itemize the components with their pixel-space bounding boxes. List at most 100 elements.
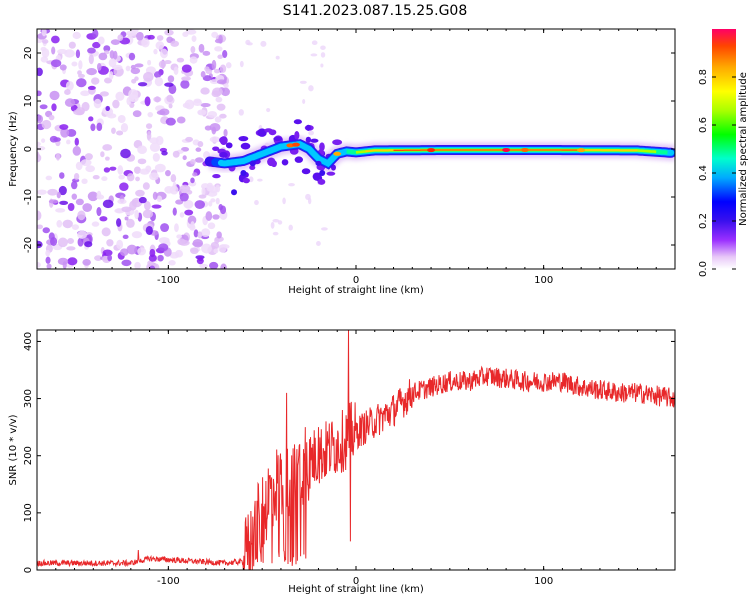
- x-tick-label: 100: [534, 275, 553, 286]
- noise-speck: [176, 234, 183, 239]
- colorbar-tick-label: 0.6: [698, 117, 709, 133]
- noise-speck: [192, 172, 198, 177]
- noise-speck: [320, 227, 328, 231]
- ridge-blob: [238, 136, 249, 142]
- snr-xlabel: Height of straight line (km): [288, 584, 424, 595]
- noise-speck: [134, 76, 139, 81]
- y-tick-label: -20: [23, 237, 34, 253]
- noise-speck: [160, 48, 168, 59]
- noise-speck: [153, 96, 162, 103]
- noise-speck: [62, 219, 73, 229]
- noise-speck: [46, 263, 52, 269]
- noise-speck: [260, 40, 267, 47]
- ridge-blob: [273, 136, 283, 142]
- ridge-blob: [240, 142, 251, 150]
- noise-speck: [67, 257, 78, 266]
- noise-speck: [216, 79, 227, 85]
- noise-speck: [50, 59, 62, 68]
- noise-speck: [120, 148, 131, 159]
- noise-speck: [219, 113, 227, 119]
- noise-speck: [146, 131, 152, 141]
- noise-speck: [184, 209, 194, 216]
- noise-speck: [275, 55, 280, 60]
- noise-speck: [217, 54, 224, 60]
- noise-speck: [128, 89, 139, 99]
- noise-speck: [201, 228, 211, 237]
- noise-speck: [155, 41, 165, 50]
- noise-speck: [72, 31, 81, 40]
- snr-series-line: [37, 330, 675, 570]
- noise-speck: [41, 138, 46, 143]
- noise-speck: [174, 249, 184, 258]
- noise-speck: [118, 174, 125, 180]
- y-tick-label: 20: [23, 47, 34, 60]
- noise-speck: [71, 224, 80, 231]
- noise-speck: [119, 182, 129, 191]
- noise-speck: [75, 161, 83, 171]
- noise-speck: [170, 174, 177, 183]
- noise-speck: [68, 41, 76, 49]
- noise-speck: [80, 159, 92, 167]
- noise-speck: [172, 181, 177, 192]
- noise-speck: [77, 210, 86, 221]
- noise-speck: [96, 190, 102, 199]
- noise-speck: [66, 129, 77, 137]
- noise-speck: [60, 127, 70, 138]
- noise-speck: [193, 229, 199, 238]
- noise-speck: [72, 146, 82, 156]
- noise-speck: [67, 237, 75, 245]
- ridge-blob: [249, 160, 256, 167]
- noise-speck: [45, 249, 51, 257]
- ridge-blob: [310, 138, 319, 143]
- ridge-hotspot: [333, 151, 342, 156]
- noise-speck: [257, 178, 263, 182]
- figure-title: S141.2023.087.15.25.G08: [283, 3, 468, 19]
- noise-speck: [126, 244, 138, 255]
- noise-speck: [78, 60, 83, 70]
- snr-ticks: -100 0 100 0 100 200 300 400: [23, 330, 676, 587]
- noise-speck: [37, 114, 44, 124]
- ridge-hotspot: [291, 142, 300, 147]
- noise-speck: [190, 46, 196, 54]
- noise-speck: [164, 29, 174, 36]
- noise-speck: [76, 78, 87, 88]
- noise-speck: [165, 117, 176, 126]
- noise-speck: [122, 234, 129, 240]
- noise-speck: [183, 200, 194, 209]
- noise-speck: [190, 221, 195, 230]
- noise-speck: [179, 184, 191, 194]
- noise-speck: [191, 35, 197, 43]
- noise-speck: [316, 241, 321, 246]
- noise-speck: [84, 241, 93, 248]
- ridge-blob: [294, 131, 300, 140]
- noise-speck: [56, 191, 61, 199]
- noise-speck: [143, 71, 154, 82]
- noise-speck: [190, 247, 199, 255]
- noise-speck: [214, 237, 220, 244]
- colorbar-tick-label: 0.0: [698, 261, 709, 277]
- noise-speck: [51, 103, 57, 112]
- noise-speck: [200, 71, 206, 78]
- noise-speck: [185, 29, 197, 35]
- noise-speck: [91, 77, 100, 85]
- noise-speck: [74, 137, 79, 146]
- noise-speck: [66, 246, 76, 251]
- noise-speck: [212, 87, 223, 96]
- noise-speck: [174, 223, 179, 233]
- colorbar-ticks: 0.0 0.2 0.4 0.6 0.8: [698, 69, 736, 277]
- noise-speck: [218, 204, 223, 211]
- noise-speck: [103, 167, 111, 173]
- noise-speck: [42, 227, 50, 234]
- noise-speck: [201, 186, 206, 197]
- noise-speck: [138, 196, 147, 204]
- noise-region: [37, 29, 328, 269]
- noise-speck: [299, 80, 307, 84]
- noise-speck: [168, 260, 176, 266]
- noise-speck: [164, 185, 174, 194]
- noise-speck: [320, 63, 324, 68]
- colorbar-tick-label: 0.4: [698, 165, 709, 181]
- noise-speck: [102, 249, 113, 257]
- noise-speck: [238, 109, 244, 116]
